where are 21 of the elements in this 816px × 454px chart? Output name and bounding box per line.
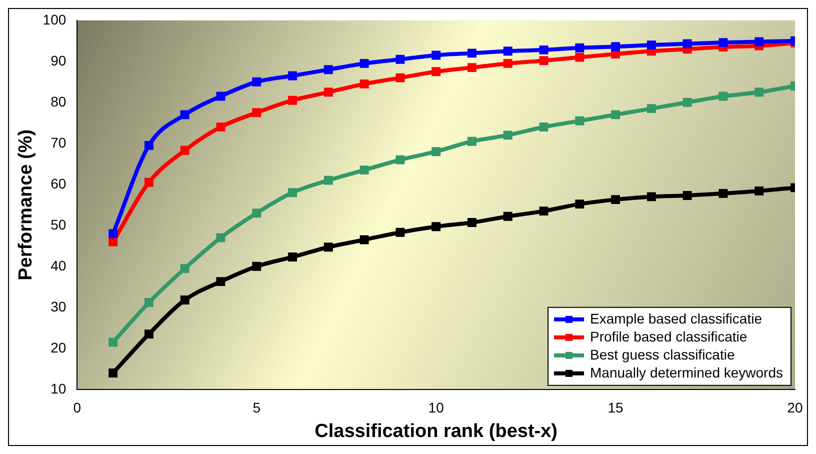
legend-label: Example based classificatie — [590, 310, 762, 326]
x-tick-label: 20 — [787, 400, 803, 416]
y-axis-title: Performance (%) — [16, 129, 37, 280]
legend-label: Profile based classificatie — [590, 328, 748, 344]
y-tick-label: 30 — [50, 298, 66, 314]
y-tick-label: 70 — [50, 134, 66, 150]
x-axis-title: Classification rank (best-x) — [314, 420, 558, 442]
y-tick-label: 90 — [50, 52, 66, 68]
x-tick-label: 10 — [428, 400, 444, 416]
y-tick-label: 10 — [50, 380, 66, 396]
x-tick-label: 5 — [252, 400, 261, 416]
x-tick-label: 15 — [608, 400, 624, 416]
y-tick-label: 50 — [50, 216, 66, 232]
y-tick-label: 80 — [50, 93, 66, 110]
legend-label: Best guess classificatie — [590, 346, 735, 362]
y-tick-label: 100 — [42, 11, 66, 28]
y-tick-label: 40 — [50, 257, 66, 274]
y-tick-label: 20 — [50, 339, 66, 356]
legend-label: Manually determined keywords — [590, 364, 784, 380]
x-tick-label: 0 — [73, 400, 82, 416]
y-tick-label: 60 — [50, 175, 66, 192]
